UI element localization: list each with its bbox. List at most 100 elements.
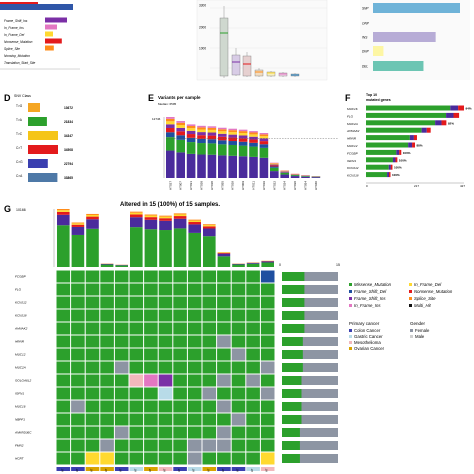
panel-g-right-bar-background [282, 324, 338, 333]
panel-g-matrix-cell [217, 439, 231, 452]
panel-g-matrix-cell [187, 374, 202, 387]
panel-g-matrix-cell [187, 387, 202, 400]
legend-gender-swatch [410, 329, 413, 332]
panel-g-right-bar-background [282, 428, 338, 437]
panel-g-matrix-cell [100, 309, 114, 322]
panel-c-category-label: DEL [362, 65, 368, 69]
panel-e-bar-segment [259, 141, 269, 145]
panel-g-matrix-cell [56, 426, 71, 439]
panel-g-primary-cancer-cell [217, 467, 231, 471]
panel-g-matrix-cell [85, 452, 100, 465]
panel-g-matrix-cell [71, 452, 85, 465]
panel-g-matrix-cell [260, 452, 275, 465]
panel-e-bar-segment [197, 129, 206, 133]
panel-g-matrix-cell [231, 309, 246, 322]
panel-g-sample-tick: HT [206, 468, 210, 472]
panel-g-top-bar-segment [100, 263, 114, 265]
panel-g-gene-label: MUC2A [15, 366, 26, 370]
panel-g-top-bar-segment [261, 262, 274, 267]
panel-g-right-bar-background [282, 402, 338, 411]
panel-f-bar-other [450, 105, 459, 111]
panel-a-category-label: In_Frame_Ins [4, 26, 24, 30]
panel-e-bar-segment [207, 139, 217, 144]
panel-g-gene-label: MUC16 [15, 405, 26, 409]
panel-e-bar-segment [249, 132, 258, 135]
panel-g-matrix-cell [187, 296, 202, 309]
panel-g-top-bar-segment [173, 218, 187, 229]
panel-g-right-bar-background [282, 389, 338, 398]
panel-g-title: Altered in 15 (100%) of 15 samples. [120, 202, 220, 208]
panel-g-top-bar-segment [188, 224, 201, 233]
panel-e-sample-label: HT054 [304, 181, 308, 190]
panel-g-matrix-cell [260, 322, 275, 335]
panel-g-matrix-cell [144, 270, 158, 283]
panel-e-bar-segment [218, 136, 227, 141]
panel-g-matrix-cell [260, 309, 275, 322]
panel-g-matrix-cell [56, 283, 71, 296]
panel-g-matrix-cell [71, 296, 85, 309]
panel-g-top-bar-segment [57, 209, 70, 211]
panel-f-gene-label: AHNAK2 [346, 129, 360, 133]
panel-a-category-label: Nonstop_Mutation [4, 54, 30, 58]
panel-g-matrix-cell [85, 374, 100, 387]
panel-g-top-bar-segment [173, 216, 187, 219]
panel-g-matrix-cell [114, 283, 129, 296]
panel-d-class-label: C>G [16, 160, 23, 164]
panel-e-bar-segment [176, 152, 185, 178]
panel-g-sample-tick: HT [192, 468, 196, 472]
panel-e-bar-segment [270, 163, 279, 165]
panel-e-sample-label: HT027 [168, 181, 172, 190]
panel-f-bar-missense [366, 172, 388, 178]
panel-g-top-bar-segment [71, 226, 85, 235]
panel-e-bar-segment [238, 138, 248, 142]
panel-e-bar-segment [176, 131, 185, 136]
panel-g-matrix-cell [246, 374, 260, 387]
panel-e-bar-segment [218, 155, 227, 178]
panel-b-box [242, 55, 252, 77]
panel-g-gene-label: IGFN1 [15, 392, 24, 396]
panel-g-matrix-cell [246, 309, 260, 322]
panel-e-bar-segment [259, 138, 269, 142]
panel-g-matrix-cell [114, 387, 129, 400]
panel-g-matrix-cell [114, 348, 129, 361]
panel-g-sample-tick: HT [163, 468, 167, 472]
panel-g-matrix-cell [260, 335, 275, 348]
panel-g-matrix-cell [260, 270, 275, 283]
panel-g-top-bar-segment [86, 219, 99, 229]
panel-g-matrix-cell [85, 335, 100, 348]
panel-g-right-bar [282, 376, 302, 385]
panel-e-bar-segment [176, 127, 185, 132]
panel-g-top-bar-segment [144, 229, 158, 267]
panel-g-matrix-cell [260, 374, 275, 387]
panel-g-top-bar-segment [57, 211, 70, 215]
panel-g-matrix-cell [114, 413, 129, 426]
panel-g-sample-tick: HT [104, 468, 108, 472]
panel-g-matrix-cell [173, 296, 187, 309]
panel-g-matrix-cell [187, 400, 202, 413]
panel-f-bar-missense [366, 127, 422, 133]
panel-g-top-bar-segment [130, 211, 143, 213]
panel-e-bar-segment [207, 143, 217, 155]
panel-e-title: Variants per sample [158, 95, 201, 100]
panel-g-top-bar-segment [159, 218, 172, 221]
panel-g-matrix-cell [231, 335, 246, 348]
panel-g-matrix-cell [85, 387, 100, 400]
legend-variant-swatch [349, 283, 352, 286]
panel-g-matrix-cell [56, 413, 71, 426]
panel-g-matrix-cell [158, 413, 173, 426]
panel-g-matrix-cell [129, 387, 144, 400]
panel-e-bar-segment [186, 142, 196, 154]
legend-variant-swatch [349, 290, 352, 293]
panel-g-matrix-cell [158, 296, 173, 309]
panel-g-matrix-cell [85, 296, 100, 309]
panel-g-right-bar-background [282, 337, 338, 346]
panel-g-gene-label: HCRT [15, 457, 25, 461]
panel-g-matrix-cell [217, 387, 231, 400]
gender-legend-title: Gender [410, 321, 426, 326]
variant-classification-boxplot-panel: 3300 2000 1000 [196, 0, 328, 81]
panel-g-matrix-cell [114, 335, 129, 348]
panel-f-percent-label: 88% [417, 144, 423, 148]
panel-g-matrix-cell [158, 400, 173, 413]
panel-g-matrix-cell [56, 374, 71, 387]
panel-g-matrix-cell [56, 296, 71, 309]
